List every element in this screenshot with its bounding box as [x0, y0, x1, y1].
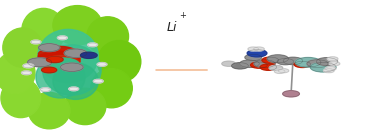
Circle shape [93, 79, 103, 83]
Circle shape [247, 50, 267, 57]
Circle shape [310, 62, 336, 72]
Ellipse shape [87, 17, 129, 56]
Ellipse shape [28, 92, 70, 129]
Ellipse shape [53, 6, 102, 45]
Ellipse shape [42, 45, 101, 95]
Circle shape [307, 60, 328, 68]
Circle shape [81, 52, 97, 58]
Circle shape [327, 57, 338, 61]
Circle shape [283, 57, 303, 65]
Circle shape [31, 40, 41, 44]
Circle shape [22, 71, 31, 75]
Circle shape [278, 69, 289, 73]
Circle shape [57, 36, 67, 40]
Text: +: + [179, 11, 186, 20]
Ellipse shape [3, 28, 42, 67]
Circle shape [88, 43, 98, 47]
Circle shape [325, 67, 336, 71]
Circle shape [254, 47, 264, 51]
Circle shape [283, 91, 299, 97]
Circle shape [222, 61, 235, 66]
Circle shape [316, 58, 338, 66]
Ellipse shape [98, 41, 141, 83]
Circle shape [28, 58, 52, 67]
Ellipse shape [64, 88, 106, 125]
Circle shape [251, 62, 267, 68]
Circle shape [69, 87, 79, 91]
Circle shape [232, 63, 248, 69]
Ellipse shape [53, 63, 98, 99]
Circle shape [40, 88, 50, 91]
Circle shape [329, 62, 340, 66]
Circle shape [39, 44, 60, 52]
Circle shape [42, 67, 57, 73]
Circle shape [262, 57, 279, 63]
Circle shape [248, 47, 259, 51]
Circle shape [324, 69, 334, 73]
Circle shape [64, 49, 87, 57]
Circle shape [46, 56, 63, 63]
Ellipse shape [22, 8, 65, 53]
Circle shape [260, 64, 277, 70]
Ellipse shape [1, 78, 40, 118]
Circle shape [274, 69, 285, 73]
Ellipse shape [36, 56, 85, 98]
Circle shape [277, 59, 294, 65]
Circle shape [267, 55, 288, 63]
Ellipse shape [0, 52, 35, 94]
Text: Li: Li [167, 21, 177, 34]
Polygon shape [38, 51, 87, 58]
Ellipse shape [91, 69, 132, 108]
Ellipse shape [38, 29, 98, 83]
Circle shape [294, 61, 311, 67]
Circle shape [245, 54, 262, 60]
Circle shape [23, 64, 34, 68]
Circle shape [254, 60, 275, 68]
Circle shape [60, 63, 83, 71]
Circle shape [295, 58, 321, 67]
Circle shape [269, 65, 283, 70]
Circle shape [240, 60, 259, 67]
Circle shape [97, 63, 107, 66]
